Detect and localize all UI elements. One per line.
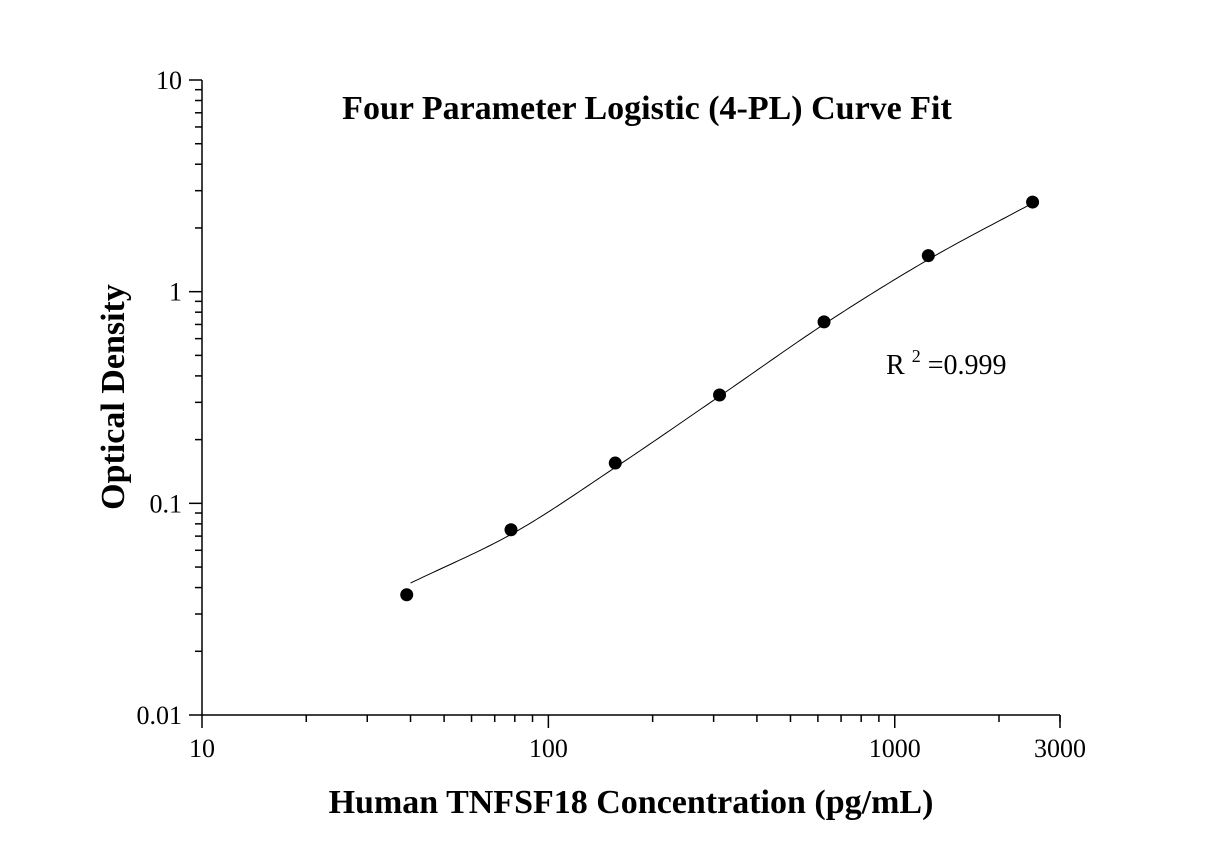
y-tick-label: 10	[156, 66, 182, 95]
x-tick-label: 3000	[1034, 734, 1086, 763]
x-tick-labels: 10 100 1000 3000	[189, 734, 1086, 763]
r-squared-annotation: R 2 =0.999	[886, 338, 1006, 381]
x-tick-label: 1000	[869, 734, 921, 763]
x-axis-label: Human TNFSF18 Concentration (pg/mL)	[329, 784, 934, 821]
x-tick-label: 10	[189, 734, 215, 763]
y-tick-label: 1	[169, 278, 182, 307]
data-point	[504, 523, 518, 537]
axes	[201, 80, 1060, 716]
data-point	[1026, 195, 1040, 209]
data-point	[608, 456, 622, 470]
y-tick-label: 0.1	[150, 489, 183, 518]
y-ticks	[189, 79, 202, 716]
data-point	[817, 315, 831, 329]
y-tick-label: 0.01	[137, 701, 183, 730]
data-point	[713, 388, 727, 402]
r-squared-value: =0.999	[928, 350, 1007, 381]
r-squared-base: R	[886, 350, 905, 381]
x-ticks	[201, 715, 1061, 728]
chart-title: Four Parameter Logistic (4-PL) Curve Fit	[342, 90, 952, 127]
data-points	[400, 195, 1040, 602]
y-tick-labels: 0.01 0.1 1 10	[137, 66, 183, 730]
x-tick-label: 100	[529, 734, 568, 763]
data-point	[921, 249, 935, 263]
y-axis-label: Optical Density	[95, 284, 132, 510]
r-squared-superscript: 2	[912, 346, 921, 366]
data-point	[400, 588, 414, 602]
